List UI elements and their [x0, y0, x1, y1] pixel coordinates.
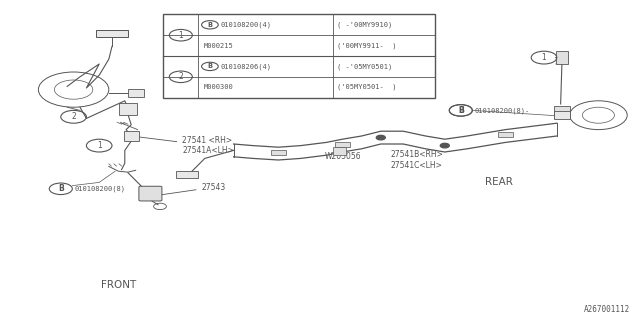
Bar — [335, 142, 350, 147]
Bar — [96, 30, 128, 37]
Bar — [333, 147, 346, 155]
Text: W205056: W205056 — [325, 152, 362, 161]
Circle shape — [376, 135, 385, 140]
Bar — [554, 106, 570, 118]
Text: B: B — [207, 63, 212, 69]
Text: 010108200(8): 010108200(8) — [75, 186, 126, 192]
Text: 1: 1 — [179, 31, 183, 40]
Text: 010108206(4): 010108206(4) — [221, 63, 272, 70]
Text: 2: 2 — [71, 112, 76, 121]
Circle shape — [440, 143, 449, 148]
Text: ( -'05MY0501): ( -'05MY0501) — [337, 63, 392, 70]
Text: B: B — [207, 22, 212, 28]
FancyBboxPatch shape — [163, 14, 435, 98]
Text: B: B — [458, 106, 463, 115]
Text: 010108200(4): 010108200(4) — [221, 21, 272, 28]
Text: 27541B<RH>
27541C<LH>: 27541B<RH> 27541C<LH> — [390, 146, 445, 170]
Text: ('00MY9911-  ): ('00MY9911- ) — [337, 42, 396, 49]
Bar — [119, 103, 137, 115]
Bar — [498, 132, 513, 137]
Text: 27543: 27543 — [150, 183, 226, 196]
Text: A267001112: A267001112 — [584, 305, 630, 314]
Bar — [128, 89, 144, 97]
Text: M000300: M000300 — [204, 84, 233, 90]
Bar — [271, 150, 286, 155]
Text: M000215: M000215 — [204, 43, 233, 49]
Bar — [554, 111, 570, 119]
Text: B: B — [458, 106, 463, 115]
Text: 1: 1 — [97, 141, 102, 150]
Text: ('05MY0501-  ): ('05MY0501- ) — [337, 84, 396, 91]
Text: 1: 1 — [541, 53, 547, 62]
Text: 010108200(8)-: 010108200(8)- — [475, 107, 530, 114]
Text: 27541 <RH>
27541A<LH>: 27541 <RH> 27541A<LH> — [134, 136, 234, 155]
Text: FRONT: FRONT — [100, 280, 136, 290]
Text: B: B — [58, 184, 63, 193]
FancyBboxPatch shape — [139, 186, 162, 201]
Bar — [176, 171, 198, 178]
Text: REAR: REAR — [485, 177, 513, 188]
Text: 2: 2 — [179, 72, 183, 81]
Bar — [124, 131, 139, 141]
Bar — [556, 51, 568, 64]
Text: ( -'00MY9910): ( -'00MY9910) — [337, 21, 392, 28]
